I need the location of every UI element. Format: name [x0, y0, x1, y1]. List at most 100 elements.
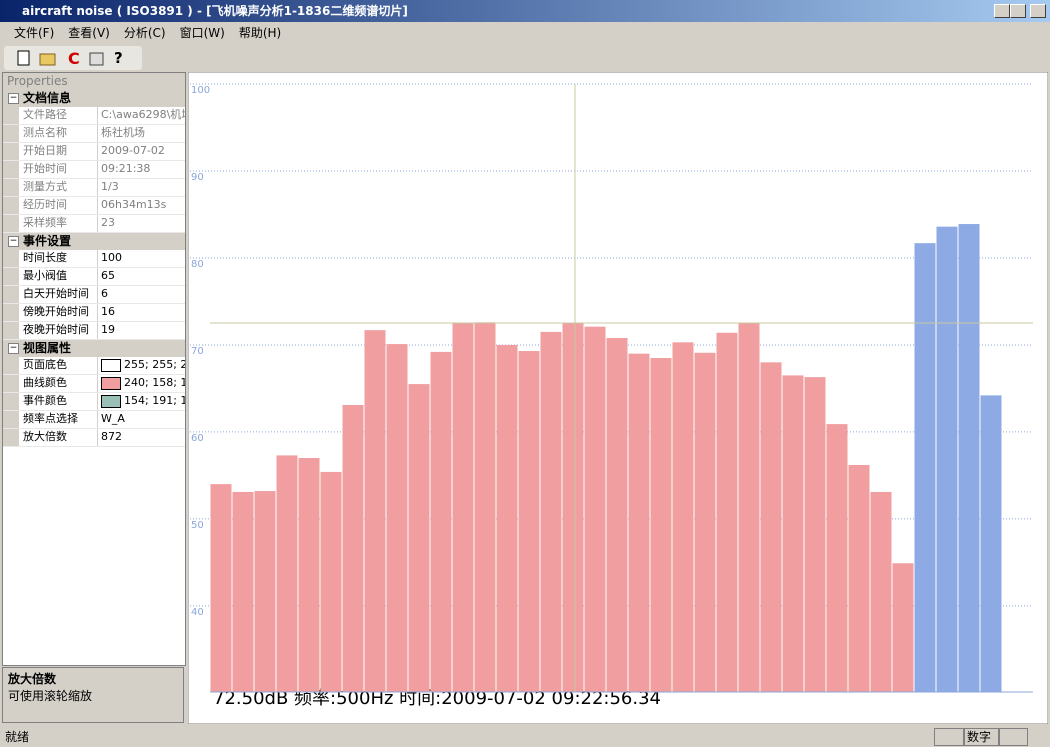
- bar: [980, 395, 1002, 692]
- property-row[interactable]: 测点名称 栎社机场: [3, 125, 185, 143]
- property-name: 曲线颜色: [3, 375, 98, 392]
- bar: [738, 323, 760, 692]
- close-button[interactable]: [1030, 4, 1046, 18]
- title-bar: aircraft noise ( ISO3891 ) - [飞机噪声分析1-18…: [0, 0, 1050, 22]
- property-row[interactable]: 开始日期 2009-07-02: [3, 143, 185, 161]
- bar: [342, 404, 364, 692]
- property-row[interactable]: 测量方式 1/3: [3, 179, 185, 197]
- property-value-text: 154; 191; 18: [124, 394, 185, 407]
- property-value-text: 240; 158; 15: [124, 376, 185, 389]
- minimize-button[interactable]: [994, 4, 1010, 18]
- property-name: 夜晚开始时间: [3, 322, 98, 339]
- property-value: 16: [98, 304, 185, 321]
- bar: [804, 377, 826, 692]
- bar: [562, 323, 584, 692]
- y-tick-label: 100: [191, 85, 210, 96]
- y-tick-label: 60: [191, 433, 204, 444]
- property-row[interactable]: 事件颜色 154; 191; 18: [3, 393, 185, 411]
- bar: [650, 357, 672, 692]
- bar: [892, 563, 914, 692]
- property-value-text: 09:21:38: [101, 162, 151, 175]
- property-value-text: C:\awa6298\机场: [101, 108, 185, 121]
- y-tick-label: 50: [191, 520, 204, 531]
- property-row[interactable]: 时间长度 100: [3, 250, 185, 268]
- section-header: 文档信息: [3, 90, 185, 107]
- menu-item[interactable]: 帮助(H): [238, 26, 282, 40]
- chart: 72.50dB 频率:500Hz 时间:2009-07-02 09:22:56.…: [188, 72, 1048, 724]
- toolbar-icons: C ?: [17, 49, 123, 68]
- section-header: 事件设置: [3, 233, 185, 250]
- property-row[interactable]: 傍晚开始时间 16: [3, 304, 185, 322]
- window-title: aircraft noise ( ISO3891 ) - [飞机噪声分析1-18…: [22, 4, 408, 18]
- property-row[interactable]: 频率点选择 W_A: [3, 411, 185, 429]
- property-row[interactable]: 开始时间 09:21:38: [3, 161, 185, 179]
- property-row[interactable]: 文件路径 C:\awa6298\机场: [3, 107, 185, 125]
- new-button[interactable]: [17, 50, 30, 66]
- bar: [628, 353, 650, 692]
- props-button[interactable]: [89, 52, 104, 66]
- property-row[interactable]: 页面底色 255; 255; 25: [3, 357, 185, 375]
- menu-item[interactable]: 窗口(W): [179, 26, 225, 40]
- property-name: 傍晚开始时间: [3, 304, 98, 321]
- maximize-button[interactable]: [1010, 4, 1026, 18]
- readout: 72.50dB 频率:500Hz 时间:2009-07-02 09:22:56.…: [213, 688, 661, 709]
- bar: [320, 471, 342, 692]
- bar: [870, 491, 892, 692]
- color-swatch: [101, 358, 121, 372]
- status-text: 就绪: [5, 730, 30, 744]
- help-button[interactable]: ?: [114, 49, 123, 67]
- status-pane: [998, 728, 1028, 746]
- bar: [716, 332, 738, 692]
- description-title: 放大倍数: [8, 672, 57, 686]
- status-pane: [934, 728, 964, 746]
- bar: [496, 344, 518, 692]
- property-row[interactable]: 白天开始时间 6: [3, 286, 185, 304]
- property-name: 放大倍数: [3, 429, 98, 446]
- bar: [210, 484, 232, 692]
- bar: [518, 351, 540, 692]
- property-name: 事件颜色: [3, 393, 98, 410]
- c-button[interactable]: C: [68, 49, 80, 68]
- property-name: 经历时间: [3, 197, 98, 214]
- y-tick-label: 80: [191, 259, 204, 270]
- bar: [606, 337, 628, 692]
- bar: [452, 323, 474, 692]
- color-swatch: [101, 376, 121, 390]
- menu-bar: 文件(F) 查看(V) 分析(C) 窗口(W) 帮助(H): [0, 22, 1050, 44]
- bar: [254, 491, 276, 692]
- property-row[interactable]: 最小阀值 65: [3, 268, 185, 286]
- bar: [408, 384, 430, 692]
- y-tick-label: 90: [191, 172, 204, 183]
- property-grid: 文档信息文件路径C:\awa6298\机场测点名称栎社机场开始日期2009-07…: [3, 90, 185, 447]
- property-row[interactable]: 曲线颜色 240; 158; 15: [3, 375, 185, 393]
- property-name: 测点名称: [3, 125, 98, 142]
- bar: [848, 464, 870, 692]
- property-value-text: 65: [101, 269, 115, 282]
- property-row[interactable]: 采样频率 23: [3, 215, 185, 233]
- y-tick-label: 40: [191, 607, 204, 618]
- property-value-text: 16: [101, 305, 115, 318]
- property-value: 100: [98, 250, 185, 267]
- property-row[interactable]: 夜晚开始时间 19: [3, 322, 185, 340]
- property-value: 09:21:38: [98, 161, 185, 178]
- property-value: 栎社机场: [98, 125, 185, 142]
- menu-item[interactable]: 文件(F): [14, 26, 55, 40]
- property-value-text: 19: [101, 323, 115, 336]
- property-value: 06h34m13s: [98, 197, 185, 214]
- open-button[interactable]: [39, 53, 56, 66]
- property-value-text: 2009-07-02: [101, 144, 165, 157]
- property-row[interactable]: 放大倍数 872: [3, 429, 185, 447]
- bar: [782, 375, 804, 692]
- bar: [584, 326, 606, 692]
- property-value: W_A: [98, 411, 185, 428]
- property-row[interactable]: 经历时间 06h34m13s: [3, 197, 185, 215]
- toolbar: C ?: [4, 46, 142, 70]
- property-value: 6: [98, 286, 185, 303]
- menu-item[interactable]: 分析(C): [123, 26, 166, 40]
- property-value-text: 栎社机场: [101, 126, 145, 139]
- property-value: 255; 255; 25: [98, 357, 185, 374]
- bar: [474, 322, 496, 692]
- bar: [364, 330, 386, 692]
- bar: [936, 226, 958, 692]
- menu-item[interactable]: 查看(V): [68, 26, 110, 40]
